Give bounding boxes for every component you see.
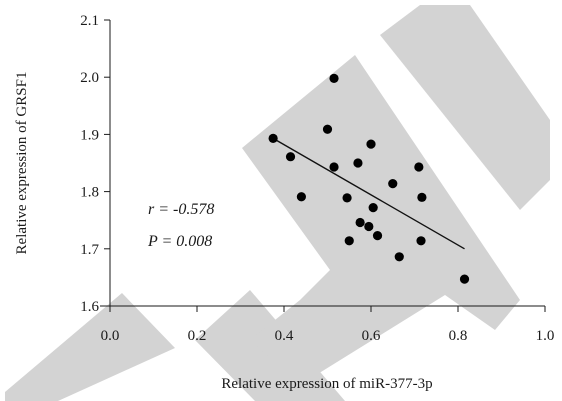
data-point bbox=[368, 203, 378, 213]
y-ticks: 1.6 1.7 1.8 1.9 2.0 2.1 bbox=[80, 13, 110, 315]
y-tick-label: 1.9 bbox=[80, 127, 99, 143]
data-points bbox=[268, 73, 470, 284]
x-tick-label: 0.4 bbox=[275, 328, 294, 344]
data-point bbox=[416, 236, 426, 246]
y-tick-label: 1.6 bbox=[80, 299, 99, 315]
x-tick-label: 0.8 bbox=[449, 328, 468, 344]
y-tick-label: 2.1 bbox=[80, 13, 99, 29]
x-axis-title: Relative expression of miR-377-3p bbox=[221, 376, 432, 392]
x-tick-label: 0.2 bbox=[188, 328, 207, 344]
data-point bbox=[417, 192, 427, 202]
data-point bbox=[344, 236, 354, 246]
x-ticks: 0.0 0.2 0.4 0.6 0.8 1.0 bbox=[101, 306, 555, 344]
data-point bbox=[329, 162, 339, 172]
p-value-annotation: P = 0.008 bbox=[147, 233, 212, 250]
data-point bbox=[394, 252, 404, 262]
x-tick-label: 1.0 bbox=[536, 328, 555, 344]
data-point bbox=[414, 162, 424, 172]
retracted-watermark bbox=[5, 5, 550, 401]
data-point bbox=[296, 192, 306, 202]
data-point bbox=[268, 133, 278, 144]
data-point bbox=[372, 231, 383, 241]
data-point bbox=[322, 124, 333, 134]
data-point bbox=[366, 139, 376, 149]
x-tick-label: 0.0 bbox=[101, 328, 120, 344]
y-tick-label: 1.8 bbox=[80, 185, 99, 201]
data-point bbox=[353, 158, 363, 168]
regression-line bbox=[272, 137, 465, 250]
y-tick-label: 1.7 bbox=[80, 242, 99, 258]
data-point bbox=[459, 274, 470, 284]
y-tick-label: 2.0 bbox=[80, 70, 99, 86]
correlation-annotation: r = -0.578 bbox=[148, 201, 214, 218]
data-point bbox=[388, 178, 398, 189]
data-point bbox=[329, 73, 339, 83]
data-point bbox=[285, 152, 296, 162]
y-axis-title: Relative expression of GRSF1 bbox=[14, 72, 30, 255]
data-point bbox=[355, 217, 365, 228]
x-tick-label: 0.6 bbox=[362, 328, 381, 344]
data-point bbox=[342, 193, 352, 203]
data-point bbox=[364, 221, 374, 232]
